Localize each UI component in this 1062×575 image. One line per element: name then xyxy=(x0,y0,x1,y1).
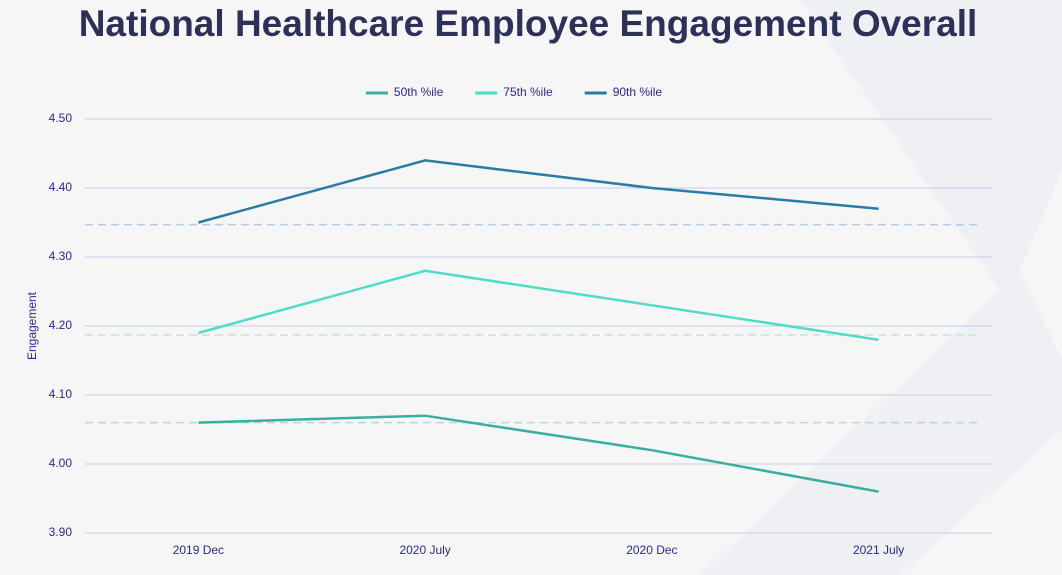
decoration xyxy=(700,0,1062,575)
legend-label: 50th %ile xyxy=(394,85,444,99)
y-axis-label: Engagement xyxy=(25,291,39,360)
x-tick-label: 2020 July xyxy=(399,543,450,557)
y-tick-label: 4.10 xyxy=(49,387,73,401)
y-tick-label: 4.30 xyxy=(49,249,73,263)
y-tick-label: 4.20 xyxy=(49,318,73,332)
y-tick-label: 4.50 xyxy=(49,111,73,125)
series-line xyxy=(198,414,879,493)
x-tick-label: 2020 Dec xyxy=(626,543,677,557)
x-tick-label: 2021 July xyxy=(853,543,904,557)
y-tick-label: 4.00 xyxy=(49,456,73,470)
legend-label: 75th %ile xyxy=(503,85,553,99)
series-line xyxy=(198,269,879,342)
series-line xyxy=(198,159,879,224)
y-tick-label: 3.90 xyxy=(49,525,73,539)
chart-title: National Healthcare Employee Engagement … xyxy=(79,3,978,44)
legend-label: 90th %ile xyxy=(613,85,663,99)
x-tick-label: 2019 Dec xyxy=(173,543,224,557)
y-tick-label: 4.40 xyxy=(49,180,73,194)
